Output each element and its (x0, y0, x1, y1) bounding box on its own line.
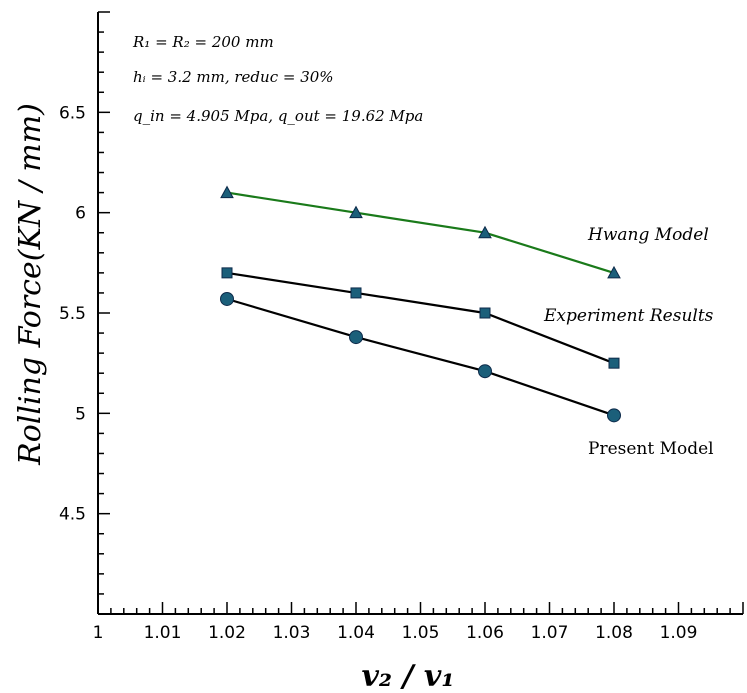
x-tick-label: 1.01 (144, 623, 182, 643)
annotation-thickness-reduction: hᵢ = 3.2 mm, reduc = 30% (133, 68, 334, 86)
data-point-square (608, 357, 620, 369)
y-tick-label: 5 (75, 404, 86, 424)
data-point-square (479, 307, 491, 319)
series-label-present-model: Present Model (588, 439, 714, 459)
data-point-triangle (220, 185, 234, 199)
x-tick-label: 1.05 (402, 623, 440, 643)
data-point-triangle (349, 205, 363, 219)
x-tick-label: 1.02 (208, 623, 246, 643)
x-tick-label: 1 (93, 623, 104, 643)
y-tick-label: 5.5 (59, 304, 86, 324)
x-tick-label: 1.06 (466, 623, 504, 643)
x-tick-label: 1.04 (337, 623, 375, 643)
annotation-tension: q_in = 4.905 Mpa, q_out = 19.62 Mpa (133, 107, 423, 125)
axes-layer: 1 1.01 1.02 1.03 1.04 1.05 1.06 1.07 1.08 1.09 4.5… (59, 11, 744, 643)
data-point-triangle (607, 265, 621, 279)
series-label-experiment-results: Experiment Results (543, 306, 714, 326)
data-point-circle (607, 408, 621, 423)
y-tick-label: 6.5 (59, 103, 86, 123)
y-axis-title: Rolling Force(KN / mm) (13, 103, 48, 466)
x-tick-label: 1.03 (273, 623, 311, 643)
data-point-circle (220, 291, 234, 306)
series-line-0 (226, 191, 615, 274)
y-tick-label: 4.5 (59, 505, 86, 525)
data-point-circle (478, 364, 492, 379)
series-layer (220, 185, 621, 423)
data-point-circle (349, 330, 363, 345)
series-label-hwang-model: Hwang Model (587, 225, 709, 245)
series-line-2 (226, 297, 615, 417)
series-line-1 (226, 271, 615, 365)
x-tick-label: 1.09 (660, 623, 698, 643)
data-point-triangle (478, 225, 492, 239)
annotation-radius: R₁ = R₂ = 200 mm (132, 33, 274, 51)
x-tick-label: 1.07 (531, 623, 569, 643)
data-point-square (221, 267, 233, 279)
y-tick-label: 6 (75, 204, 86, 224)
x-axis-title: v₂ / v₁ (362, 659, 455, 693)
data-point-square (350, 287, 362, 299)
x-tick-label: 1.08 (595, 623, 633, 643)
